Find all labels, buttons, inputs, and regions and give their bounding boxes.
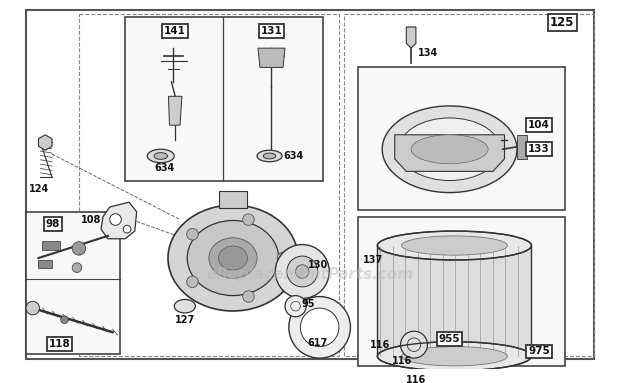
Ellipse shape bbox=[402, 236, 507, 255]
Circle shape bbox=[26, 301, 40, 315]
Ellipse shape bbox=[209, 238, 257, 278]
Circle shape bbox=[242, 214, 254, 225]
Circle shape bbox=[296, 265, 309, 278]
Text: 108: 108 bbox=[81, 214, 101, 224]
Bar bbox=[358, 67, 565, 210]
Polygon shape bbox=[395, 135, 505, 171]
Text: 955: 955 bbox=[439, 334, 461, 344]
Text: 141: 141 bbox=[164, 26, 186, 36]
Circle shape bbox=[285, 296, 306, 317]
Ellipse shape bbox=[257, 150, 282, 162]
Circle shape bbox=[275, 245, 329, 298]
Circle shape bbox=[289, 296, 350, 358]
Circle shape bbox=[287, 256, 317, 287]
Circle shape bbox=[123, 225, 131, 233]
Text: 617: 617 bbox=[308, 338, 328, 348]
Bar bbox=[358, 217, 565, 366]
Text: 975: 975 bbox=[528, 347, 550, 357]
Bar bbox=[38, 260, 52, 268]
Bar bbox=[392, 371, 529, 383]
Text: 116: 116 bbox=[405, 375, 426, 383]
Bar bbox=[218, 191, 247, 208]
Text: 124: 124 bbox=[29, 184, 49, 194]
Bar bbox=[343, 15, 594, 356]
Circle shape bbox=[277, 252, 289, 264]
Text: 116: 116 bbox=[392, 356, 412, 366]
Ellipse shape bbox=[218, 246, 247, 270]
Text: 634: 634 bbox=[283, 151, 303, 161]
Circle shape bbox=[110, 214, 122, 225]
Bar bbox=[26, 212, 120, 354]
Text: 127: 127 bbox=[175, 315, 195, 325]
Text: 634: 634 bbox=[154, 164, 174, 173]
Ellipse shape bbox=[378, 342, 531, 371]
Ellipse shape bbox=[378, 231, 531, 260]
Text: eReplacementParts.com: eReplacementParts.com bbox=[206, 267, 414, 282]
Ellipse shape bbox=[382, 106, 517, 193]
Text: 118: 118 bbox=[49, 339, 71, 349]
Text: 95: 95 bbox=[301, 299, 315, 309]
Circle shape bbox=[72, 242, 86, 255]
Bar bbox=[378, 246, 531, 356]
Circle shape bbox=[61, 316, 68, 324]
Text: 104: 104 bbox=[528, 120, 550, 130]
Ellipse shape bbox=[168, 205, 298, 311]
Circle shape bbox=[72, 263, 82, 272]
Text: 133: 133 bbox=[528, 144, 550, 154]
Circle shape bbox=[242, 291, 254, 302]
Ellipse shape bbox=[264, 153, 276, 159]
Ellipse shape bbox=[411, 135, 488, 164]
Text: 130: 130 bbox=[308, 260, 329, 270]
Ellipse shape bbox=[154, 152, 167, 159]
Ellipse shape bbox=[399, 118, 500, 180]
Ellipse shape bbox=[402, 347, 507, 366]
Polygon shape bbox=[169, 96, 182, 125]
Circle shape bbox=[187, 276, 198, 288]
Text: 131: 131 bbox=[260, 26, 282, 36]
Ellipse shape bbox=[148, 149, 174, 163]
Polygon shape bbox=[517, 135, 526, 159]
Ellipse shape bbox=[187, 221, 279, 296]
Text: 125: 125 bbox=[550, 16, 575, 29]
Text: 137: 137 bbox=[363, 255, 383, 265]
Bar bbox=[79, 15, 339, 356]
Circle shape bbox=[300, 308, 339, 347]
Text: 134: 134 bbox=[418, 48, 438, 58]
Circle shape bbox=[401, 331, 427, 358]
Polygon shape bbox=[258, 48, 285, 67]
Ellipse shape bbox=[174, 300, 195, 313]
Polygon shape bbox=[406, 27, 416, 48]
Polygon shape bbox=[38, 135, 52, 150]
Text: 116: 116 bbox=[370, 340, 390, 350]
Bar bbox=[125, 17, 322, 181]
Circle shape bbox=[412, 375, 443, 383]
Bar bbox=[42, 241, 60, 250]
Text: 98: 98 bbox=[46, 219, 60, 229]
Polygon shape bbox=[101, 202, 136, 239]
Circle shape bbox=[187, 229, 198, 240]
